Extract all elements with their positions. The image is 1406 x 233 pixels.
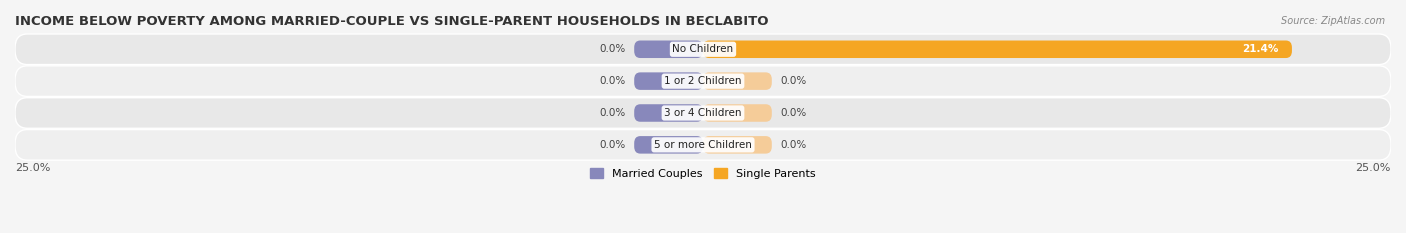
- Text: 25.0%: 25.0%: [1355, 163, 1391, 173]
- Text: 0.0%: 0.0%: [600, 44, 626, 54]
- FancyBboxPatch shape: [634, 41, 703, 58]
- FancyBboxPatch shape: [703, 72, 772, 90]
- Text: 0.0%: 0.0%: [600, 76, 626, 86]
- FancyBboxPatch shape: [703, 136, 772, 154]
- FancyBboxPatch shape: [634, 72, 703, 90]
- FancyBboxPatch shape: [703, 104, 772, 122]
- Text: 0.0%: 0.0%: [780, 108, 806, 118]
- FancyBboxPatch shape: [15, 66, 1391, 96]
- Text: Source: ZipAtlas.com: Source: ZipAtlas.com: [1281, 16, 1385, 26]
- Text: No Children: No Children: [672, 44, 734, 54]
- Text: INCOME BELOW POVERTY AMONG MARRIED-COUPLE VS SINGLE-PARENT HOUSEHOLDS IN BECLABI: INCOME BELOW POVERTY AMONG MARRIED-COUPL…: [15, 15, 769, 28]
- Text: 0.0%: 0.0%: [600, 140, 626, 150]
- Text: 0.0%: 0.0%: [780, 140, 806, 150]
- Text: 1 or 2 Children: 1 or 2 Children: [664, 76, 742, 86]
- Text: 25.0%: 25.0%: [15, 163, 51, 173]
- Text: 5 or more Children: 5 or more Children: [654, 140, 752, 150]
- Text: 3 or 4 Children: 3 or 4 Children: [664, 108, 742, 118]
- Text: 0.0%: 0.0%: [780, 76, 806, 86]
- FancyBboxPatch shape: [634, 104, 703, 122]
- Text: 0.0%: 0.0%: [600, 108, 626, 118]
- FancyBboxPatch shape: [15, 34, 1391, 65]
- FancyBboxPatch shape: [15, 98, 1391, 128]
- Text: 21.4%: 21.4%: [1241, 44, 1278, 54]
- Legend: Married Couples, Single Parents: Married Couples, Single Parents: [586, 164, 820, 183]
- FancyBboxPatch shape: [15, 130, 1391, 160]
- FancyBboxPatch shape: [634, 136, 703, 154]
- FancyBboxPatch shape: [703, 41, 1292, 58]
